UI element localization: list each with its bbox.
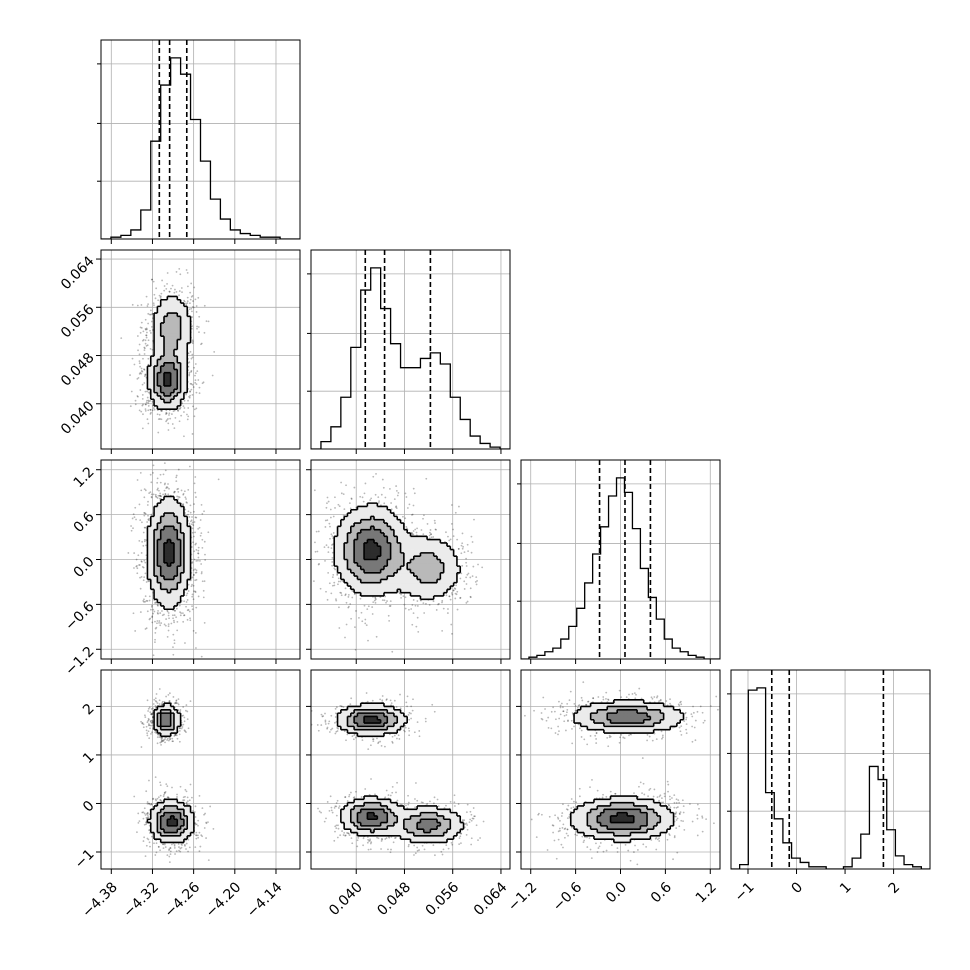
panel-1-0: [96, 249, 301, 454]
y-tick-label: 0: [80, 798, 98, 816]
contour-line: [363, 538, 382, 561]
x-tick-label: −4.14: [244, 879, 286, 921]
contour-line: [569, 699, 685, 844]
density-contours: [146, 702, 195, 844]
panel-2-0: [96, 459, 301, 664]
x-tick-label: −1.2: [505, 879, 540, 914]
x-tick-label: 0.064: [471, 879, 511, 919]
x-tick-label: 0.0: [603, 879, 630, 906]
contour-line: [146, 702, 195, 844]
contour-line: [163, 371, 172, 387]
contour-line: [153, 312, 182, 404]
contour-line: [343, 515, 445, 584]
density-contours: [146, 495, 192, 611]
panel-3-0: [96, 669, 301, 874]
x-tick-label: −4.38: [79, 879, 121, 921]
panel-frame: [100, 669, 301, 870]
y-tick-label: 0.040: [58, 398, 98, 438]
contour-line: [156, 361, 179, 397]
y-tick-label: −0.6: [62, 599, 97, 634]
panel-3-2: [516, 669, 721, 874]
y-tick-label: 0.048: [58, 350, 98, 390]
x-tick-label: −1: [732, 879, 758, 905]
x-tick-label: 0: [789, 879, 807, 897]
x-tick-label: −4.20: [203, 879, 245, 921]
histogram-step: [731, 687, 930, 869]
contour-line: [586, 705, 665, 837]
contour-line: [156, 525, 182, 581]
y-tick-label: 0.0: [71, 554, 98, 581]
contour-line: [363, 715, 382, 821]
contour-line: [353, 712, 442, 834]
contour-line: [609, 811, 635, 824]
density-contours: [569, 699, 685, 844]
x-tick-label: 0.040: [326, 879, 366, 919]
contour-line: [163, 538, 175, 567]
y-tick-label: 1.2: [71, 464, 98, 491]
density-contours: [146, 295, 192, 410]
contour-line: [346, 709, 452, 837]
contour-line: [146, 295, 192, 410]
panel-0-0: [97, 39, 301, 244]
y-tick-label: 0.056: [58, 302, 98, 342]
panel-frame: [310, 669, 511, 870]
contour-line: [333, 502, 462, 601]
panel-frame: [730, 669, 931, 870]
panel-frame: [310, 249, 511, 450]
x-tick-label: 1.2: [693, 879, 720, 906]
contour-line: [159, 712, 185, 834]
y-tick-label: 1: [80, 749, 98, 767]
contour-line: [146, 495, 192, 611]
panel-1-1: [307, 249, 511, 454]
contour-line: [336, 702, 465, 844]
histogram-step: [521, 477, 720, 659]
y-tick-label: −1: [72, 846, 98, 872]
y-tick-label: 2: [80, 701, 98, 719]
x-tick-label: 0.048: [374, 879, 414, 919]
x-tick-label: −4.26: [162, 879, 204, 921]
panel-3-3: [727, 669, 931, 874]
contour-line: [166, 815, 179, 827]
x-tick-label: 1: [837, 879, 855, 897]
x-tick-label: −0.6: [550, 879, 585, 914]
panel-frame: [100, 249, 301, 450]
y-tick-label: 0.6: [71, 509, 98, 536]
panel-2-2: [517, 459, 721, 664]
y-tick-label: −1.2: [62, 644, 97, 679]
contour-line: [353, 525, 392, 574]
x-tick-label: 0.6: [648, 879, 675, 906]
contour-line: [156, 709, 189, 837]
panel-2-1: [306, 459, 511, 664]
x-tick-label: 2: [886, 879, 904, 897]
x-tick-label: 0.056: [423, 879, 463, 919]
contour-line: [596, 709, 652, 830]
histogram-step: [101, 57, 300, 239]
histogram-step: [311, 267, 510, 449]
x-tick-label: −4.32: [120, 879, 162, 921]
panel-3-1: [306, 669, 511, 874]
y-tick-label: 0.064: [58, 253, 98, 293]
density-contours: [336, 702, 465, 844]
contour-line: [153, 512, 185, 594]
panel-frame: [100, 39, 301, 240]
density-contours: [333, 502, 462, 601]
